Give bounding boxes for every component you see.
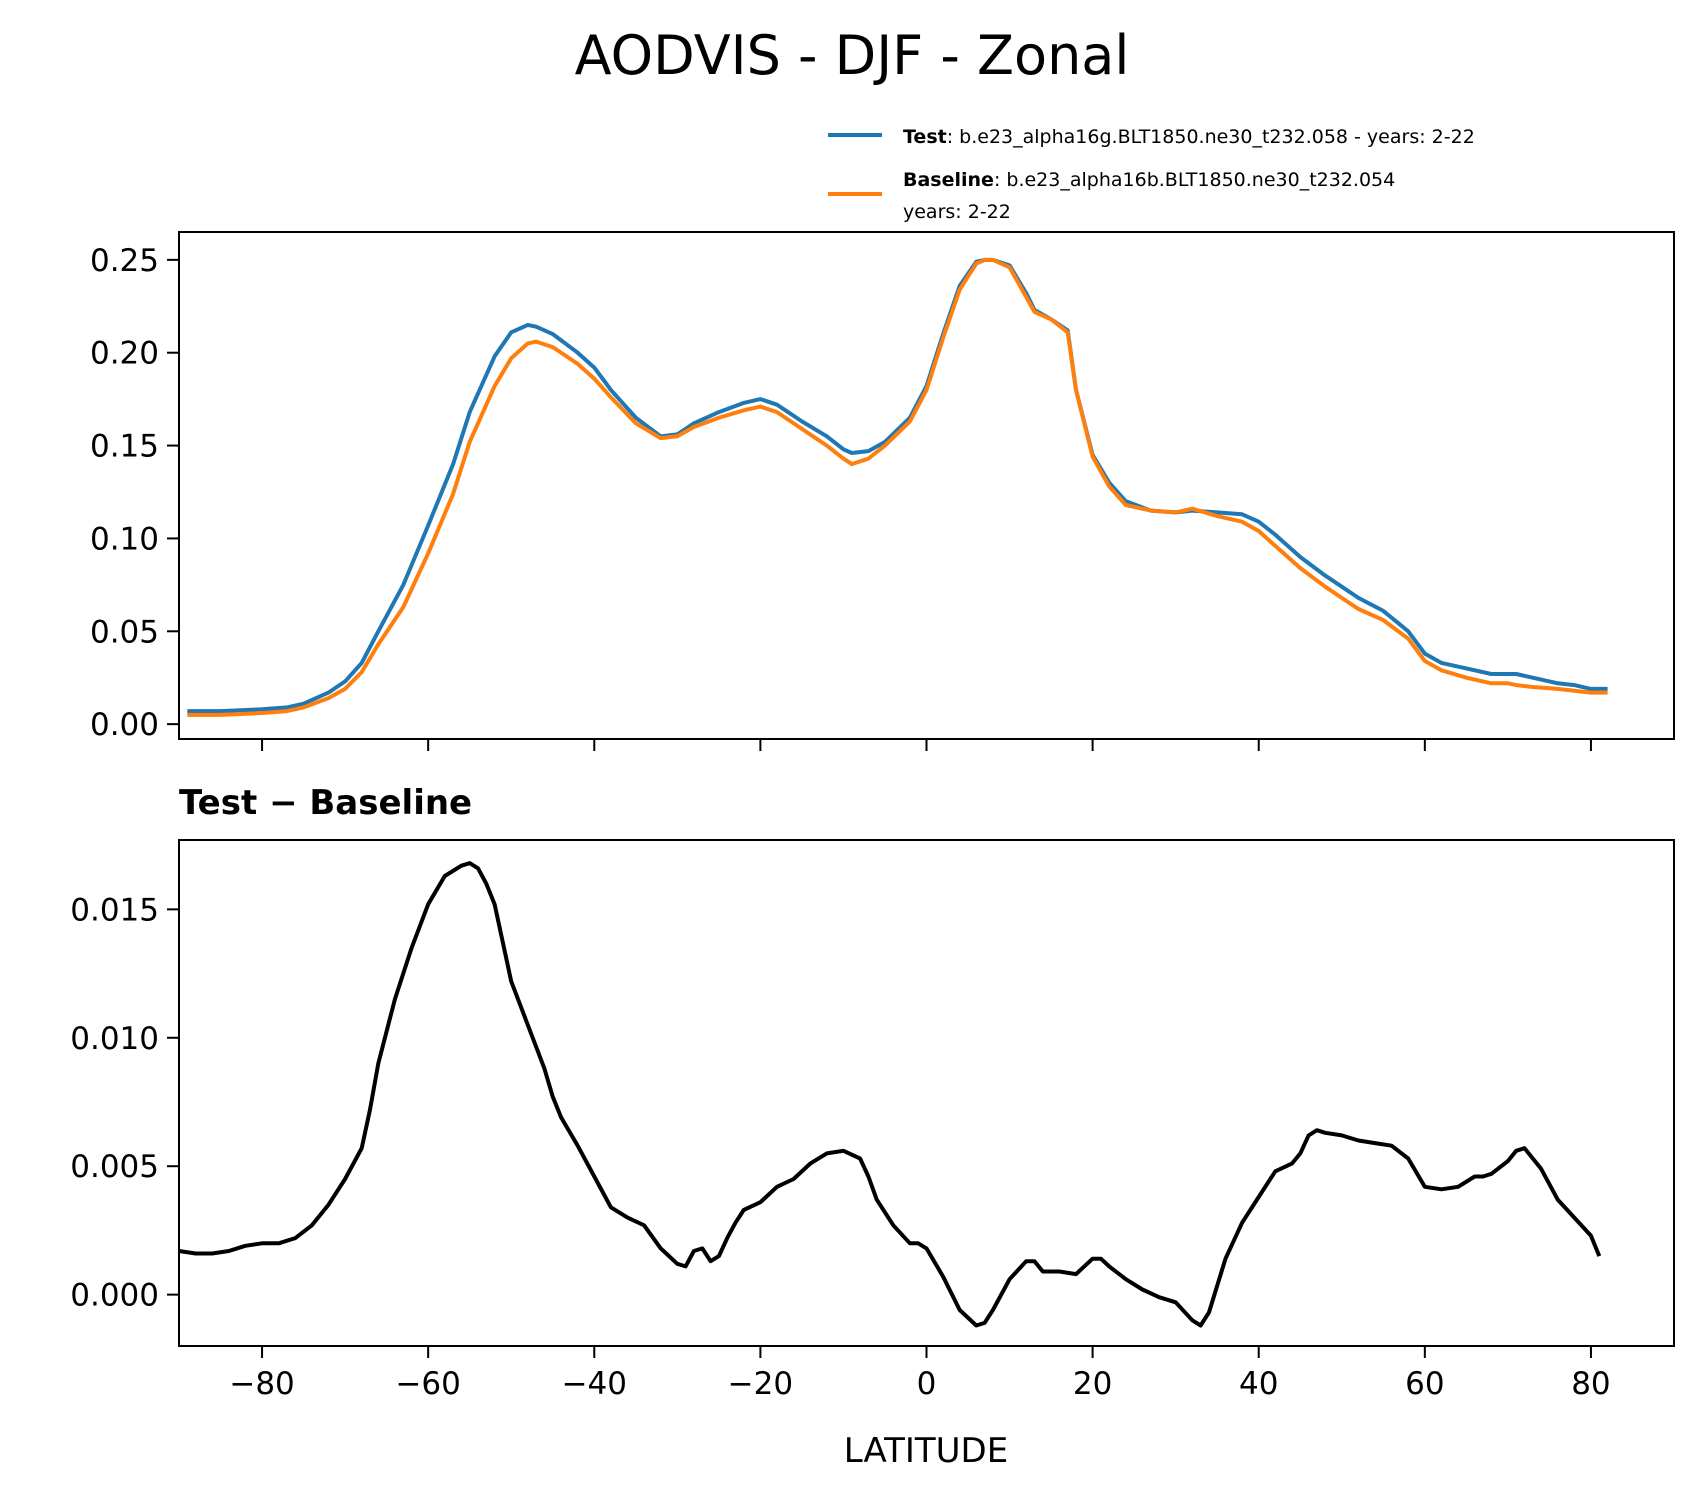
- y-tick-label: 0.05: [90, 614, 159, 650]
- top-panel: 0.00 0.05 0.10 0.15 0.20 0.25: [90, 231, 1675, 751]
- top-y-axis: 0.00 0.05 0.10 0.15 0.20 0.25: [90, 243, 179, 743]
- x-tick-label: −60: [395, 1366, 460, 1402]
- y-tick-label: 0.00: [90, 707, 159, 743]
- legend-baseline-entry: Baseline: b.e23_alpha16b.BLT1850.ne30_t2…: [903, 169, 1395, 191]
- x-tick-label: 60: [1405, 1366, 1444, 1402]
- bottom-panel: 0.000 0.005 0.010 0.015 −80 −60 −40 −20 0 20 40 60…: [70, 839, 1675, 1402]
- x-tick-label: −40: [562, 1366, 627, 1402]
- y-tick-label: 0.25: [90, 243, 159, 279]
- legend-test-label: Test: [903, 126, 947, 148]
- diff-series-line: [178, 861, 1602, 1328]
- x-tick-label: 0: [917, 1366, 937, 1402]
- y-tick-label: 0.015: [70, 892, 159, 928]
- bottom-plot-frame: [178, 839, 1675, 1347]
- y-tick-label: 0.20: [90, 336, 159, 372]
- legend-baseline-years: years: 2-22: [903, 201, 1011, 223]
- legend: Test: b.e23_alpha16g.BLT1850.ne30_t232.0…: [828, 126, 1475, 223]
- x-tick-label: 20: [1073, 1366, 1112, 1402]
- diff-panel-title: Test − Baseline: [179, 783, 472, 823]
- y-tick-label: 0.005: [70, 1149, 159, 1185]
- y-tick-label: 0.15: [90, 429, 159, 465]
- legend-test-entry: Test: b.e23_alpha16g.BLT1850.ne30_t232.0…: [903, 126, 1475, 148]
- x-tick-label: −20: [728, 1366, 793, 1402]
- bottom-x-axis: −80 −60 −40 −20 0 20 40 60 80: [229, 1346, 1611, 1402]
- y-tick-label: 0.000: [70, 1278, 159, 1314]
- legend-baseline-label: Baseline: [903, 169, 994, 191]
- y-tick-label: 0.10: [90, 521, 159, 557]
- x-tick-label: −80: [229, 1366, 294, 1402]
- figure-title: AODVIS - DJF - Zonal: [575, 24, 1130, 87]
- x-axis-label: LATITUDE: [844, 1431, 1008, 1471]
- baseline-series-line: [187, 257, 1608, 717]
- y-tick-label: 0.010: [70, 1021, 159, 1057]
- top-plot-frame: [178, 231, 1675, 740]
- bottom-y-axis: 0.000 0.005 0.010 0.015: [70, 892, 179, 1314]
- legend-test-text: : b.e23_alpha16g.BLT1850.ne30_t232.058 -…: [947, 126, 1475, 148]
- top-x-axis: [261, 739, 1592, 751]
- test-series-line: [187, 257, 1608, 714]
- x-tick-label: 80: [1571, 1366, 1610, 1402]
- legend-baseline-text: : b.e23_alpha16b.BLT1850.ne30_t232.054: [994, 169, 1395, 191]
- x-tick-label: 40: [1239, 1366, 1278, 1402]
